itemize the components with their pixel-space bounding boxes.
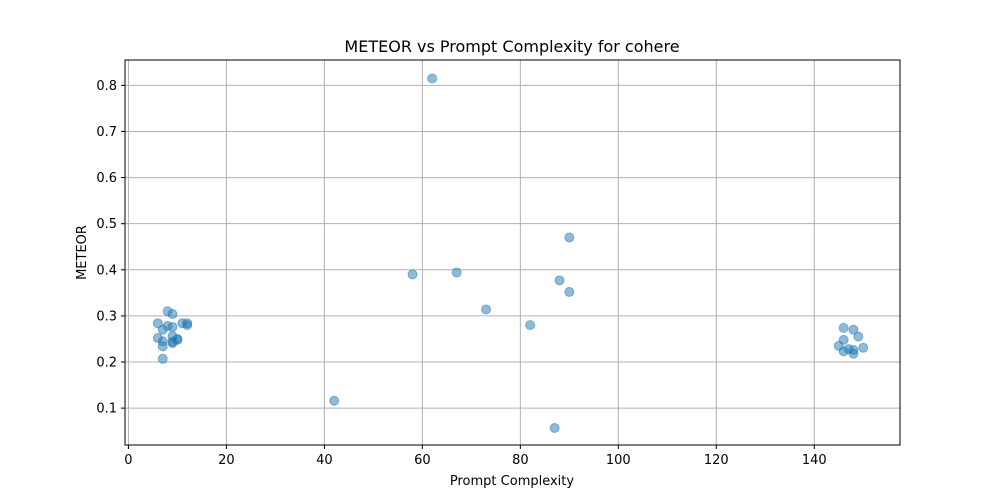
y-tick-label: 0.8 (96, 79, 117, 94)
data-point (858, 342, 869, 353)
x-axis-title: Prompt Complexity (450, 474, 574, 489)
data-points (152, 73, 869, 433)
y-tick-label: 0.2 (96, 356, 117, 371)
x-tick-label: 140 (802, 453, 827, 468)
y-tick-label: 0.4 (96, 263, 117, 278)
y-tick-label: 0.5 (96, 217, 117, 232)
grid (125, 60, 900, 445)
data-point (848, 348, 859, 359)
data-point (549, 422, 560, 433)
data-point (564, 286, 575, 297)
data-point (157, 341, 168, 352)
y-tick-label: 0.1 (96, 402, 117, 417)
data-point (182, 320, 193, 331)
x-tick-label: 0 (124, 453, 132, 468)
y-tick-label: 0.3 (96, 309, 117, 324)
x-tick-label: 120 (704, 453, 729, 468)
data-point (564, 232, 575, 243)
data-point (172, 334, 183, 345)
data-point (167, 309, 178, 320)
axis-ticks: 0 20 40 60 80 100 120 140 0.1 0.2 0.3 0.4 0.5 0.6 0.7 0… (96, 79, 826, 468)
data-point (554, 275, 565, 286)
data-point (838, 334, 849, 345)
data-point (848, 324, 859, 335)
data-point (427, 73, 438, 84)
x-tick-label: 100 (606, 453, 631, 468)
data-point (451, 267, 462, 278)
data-point (407, 269, 418, 280)
plot-frame (124, 59, 901, 446)
data-point (167, 321, 178, 332)
chart-title: METEOR vs Prompt Complexity for cohere (344, 37, 679, 56)
data-point (481, 304, 492, 315)
data-point (525, 320, 536, 331)
data-point (329, 395, 340, 406)
data-point (853, 331, 864, 342)
data-point (838, 322, 849, 333)
y-tick-label: 0.7 (96, 125, 117, 140)
y-tick-label: 0.6 (96, 171, 117, 186)
data-point (157, 353, 168, 364)
x-tick-label: 80 (512, 453, 529, 468)
y-axis-title: METEOR (75, 225, 90, 280)
x-tick-label: 40 (316, 453, 333, 468)
x-tick-label: 20 (218, 453, 235, 468)
x-tick-label: 60 (414, 453, 431, 468)
